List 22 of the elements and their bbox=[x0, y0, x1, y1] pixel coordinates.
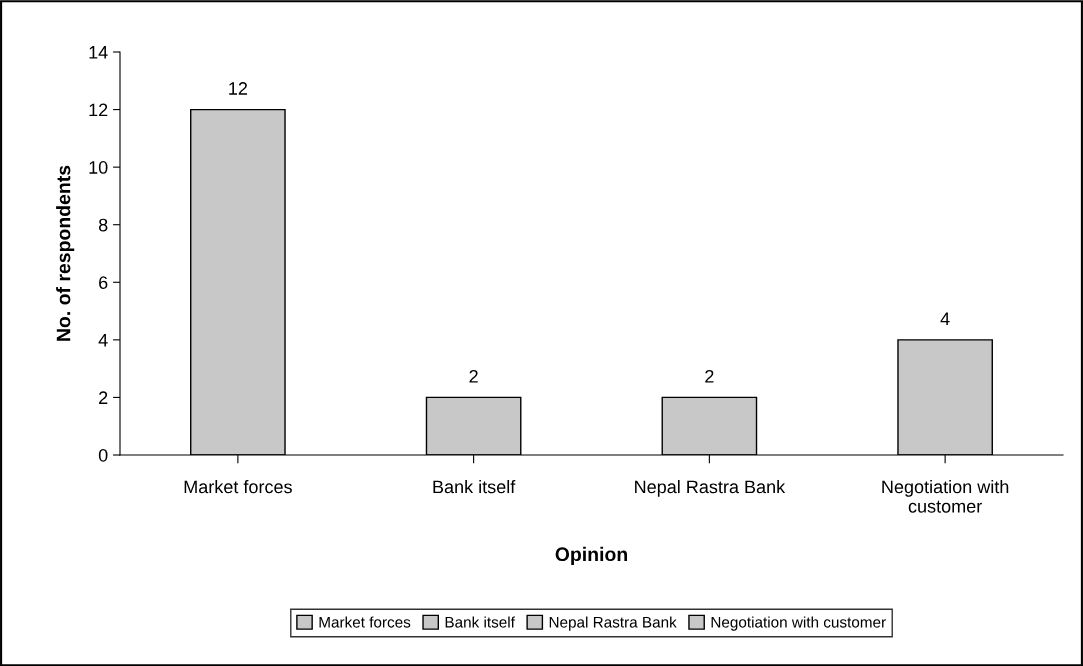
y-tick-label: 4 bbox=[98, 333, 108, 347]
legend-label: Negotiation with customer bbox=[711, 616, 886, 631]
x-axis-title: Opinion bbox=[555, 546, 628, 565]
data-label: 2 bbox=[705, 369, 714, 383]
y-tick-label: 14 bbox=[89, 46, 108, 59]
x-tick-label: Bank itself bbox=[433, 480, 516, 494]
y-tick-label: 0 bbox=[98, 448, 108, 462]
x-tick-label: Negotiation with customer bbox=[882, 480, 1009, 513]
x-tick-label: Nepal Rastra Bank bbox=[635, 480, 786, 497]
y-tick-label: 12 bbox=[89, 103, 108, 117]
data-label: 12 bbox=[229, 82, 248, 95]
y-tick-label: 2 bbox=[99, 391, 108, 404]
legend-label: Bank itself bbox=[445, 616, 515, 628]
y-tick-label: 8 bbox=[98, 218, 108, 232]
legend-label: Nepal Rastra Bank bbox=[549, 616, 677, 631]
y-tick-label: 10 bbox=[89, 161, 108, 174]
data-label: 2 bbox=[469, 369, 478, 383]
y-tick-label: 6 bbox=[99, 276, 108, 290]
x-tick-label: Market forces bbox=[184, 480, 292, 494]
data-label: 4 bbox=[940, 312, 950, 325]
legend-label: Market forces bbox=[319, 616, 411, 628]
y-axis-title: No. of respondents bbox=[56, 165, 75, 341]
